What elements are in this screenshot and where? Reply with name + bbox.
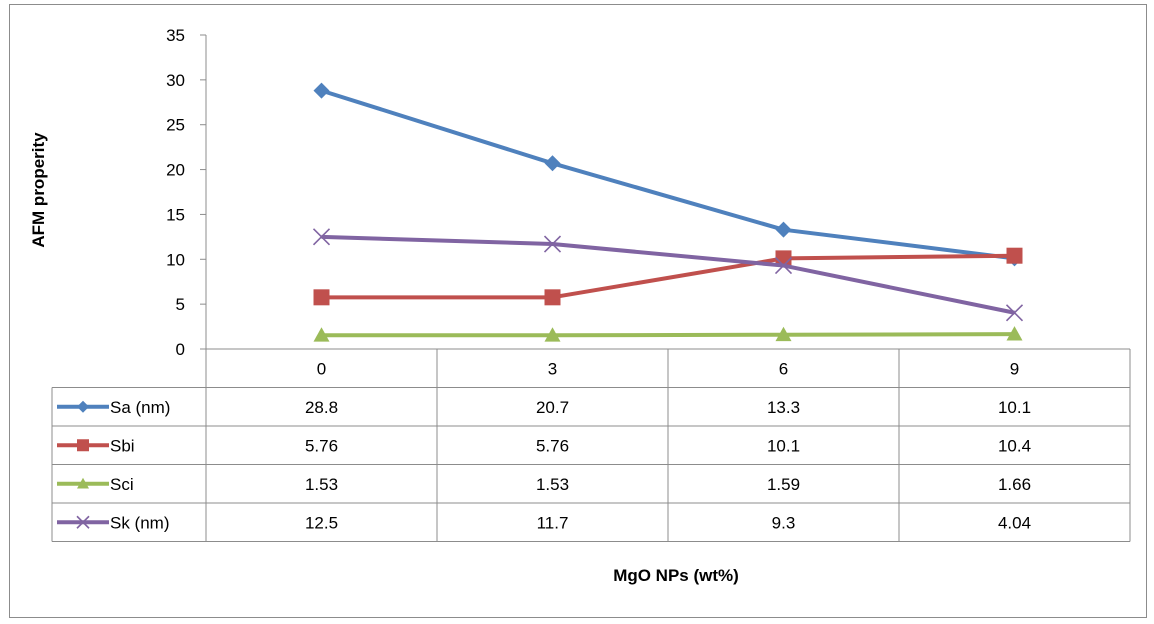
- table-cell: 1.66: [998, 475, 1031, 494]
- x-tick-label: 0: [317, 359, 326, 378]
- table-cell: 1.53: [305, 475, 338, 494]
- series-line: [320, 88, 1015, 261]
- x-marker: [1005, 304, 1024, 322]
- legend-label: Sci: [110, 475, 134, 494]
- triangle-marker: [775, 326, 792, 342]
- series-line: [321, 332, 1015, 338]
- table-cell: 5.76: [305, 436, 338, 455]
- legend-key: [57, 477, 109, 489]
- x-marker: [312, 228, 331, 246]
- diamond-marker: [77, 400, 89, 413]
- y-tick-label: 10: [166, 250, 185, 269]
- series-line: [321, 234, 1015, 315]
- table-cell: 12.5: [305, 513, 338, 532]
- table-cell: 20.7: [536, 398, 569, 417]
- y-tick-label: 5: [176, 295, 185, 314]
- x-tick-label: 6: [779, 359, 788, 378]
- x-tick-label: 9: [1010, 359, 1019, 378]
- triangle-marker: [1006, 326, 1023, 341]
- table-cell: 1.59: [767, 475, 800, 494]
- y-tick-label: 35: [166, 26, 185, 45]
- series-sk: [312, 228, 1024, 322]
- y-tick-label: 15: [166, 205, 185, 224]
- square-marker: [1006, 247, 1023, 264]
- square-marker: [313, 289, 330, 306]
- plot-area: [312, 82, 1024, 342]
- table-cell: 9.3: [772, 513, 796, 532]
- table-cell: 11.7: [537, 513, 569, 532]
- y-axis-title: AFM properity: [29, 132, 48, 248]
- table-cell: 13.3: [767, 398, 800, 417]
- square-marker: [77, 439, 89, 452]
- x-marker: [543, 235, 562, 253]
- diamond-marker: [544, 155, 561, 172]
- legend-label: Sbi: [110, 436, 135, 455]
- legend-key: [57, 400, 109, 413]
- series-sbi: [313, 247, 1023, 306]
- x-marker: [774, 257, 793, 275]
- diamond-marker: [775, 221, 792, 238]
- triangle-marker: [313, 327, 330, 342]
- table-cell: 4.04: [998, 513, 1031, 532]
- table-cell: 1.53: [536, 475, 569, 494]
- table-cell: 5.76: [536, 436, 569, 455]
- x-tick-label: 3: [548, 359, 557, 378]
- legend-label: Sk (nm): [110, 513, 170, 532]
- series-line: [321, 253, 1015, 300]
- x-marker: [76, 515, 90, 529]
- y-tick-label: 25: [166, 116, 185, 135]
- table-cell: 10.1: [998, 398, 1031, 417]
- table-cell: 10.1: [767, 436, 800, 455]
- series-sci: [313, 326, 1023, 342]
- series-sa: [313, 82, 1023, 267]
- y-axis: 0 5 10 15 20 25 30 35: [166, 26, 207, 359]
- x-axis-title: MgO NPs (wt%): [613, 566, 739, 585]
- data-table: 0 3 6 9 Sa (nm) 28.8 20.7 13.3 10.1 Sbi 5.76 5.76 10…: [51, 348, 1131, 542]
- y-tick-label: 30: [166, 71, 185, 90]
- triangle-marker: [544, 327, 561, 342]
- square-marker: [544, 289, 561, 306]
- triangle-marker: [77, 477, 89, 489]
- legend-key: [57, 515, 109, 529]
- chart-frame: [9, 4, 1147, 618]
- table-cell: 10.4: [998, 436, 1031, 455]
- y-tick-label: 0: [176, 340, 185, 359]
- table-cell: 28.8: [305, 398, 338, 417]
- y-tick-label: 20: [166, 161, 185, 180]
- diamond-marker: [313, 82, 330, 99]
- legend-label: Sa (nm): [110, 398, 170, 417]
- legend-key: [57, 439, 109, 452]
